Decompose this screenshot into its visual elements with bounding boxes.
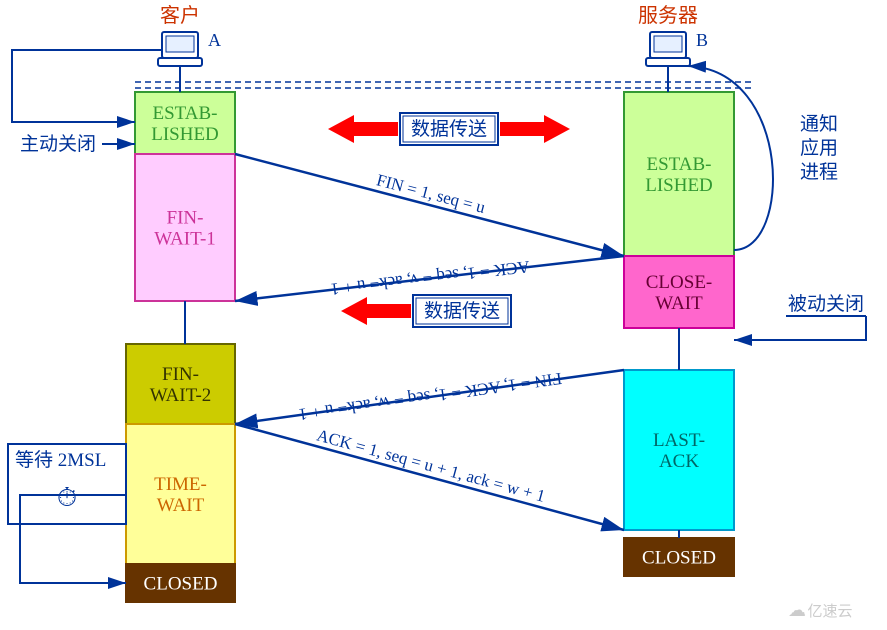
active-close-label: 主动关闭 — [20, 133, 96, 155]
banner-data1: 数据传送 — [400, 113, 498, 145]
notify-app-line-1: 应用 — [800, 137, 838, 159]
server-label: B — [696, 30, 708, 50]
state-estab: ESTAB-LISHED — [135, 92, 235, 154]
state-fin-wait-2-label-1: WAIT-2 — [150, 385, 212, 406]
state-estab-b: ESTAB-LISHED — [624, 92, 734, 256]
state-close-wait-label-1: WAIT — [655, 293, 703, 314]
state-closed-b-label-0: CLOSED — [642, 548, 716, 569]
notify-app-line-2: 进程 — [800, 161, 838, 183]
server-computer-icon — [646, 32, 690, 66]
state-last-ack: LAST-ACK — [624, 370, 734, 530]
clock-icon: ⏱ — [57, 483, 77, 512]
tcp-close-diagram: 客户服务器ABESTAB-LISHEDFIN-WAIT-1FIN-WAIT-2T… — [0, 0, 887, 630]
notify-app-line-0: 通知 — [800, 113, 838, 135]
state-estab-b-label-1: LISHED — [645, 175, 713, 196]
state-closed-a-label-0: CLOSED — [144, 574, 218, 595]
state-close-wait-label-0: CLOSE- — [646, 272, 713, 293]
client-label: A — [208, 30, 221, 50]
state-fin-wait-1: FIN-WAIT-1 — [135, 154, 235, 301]
state-close-wait: CLOSE-WAIT — [624, 256, 734, 328]
client-computer-icon — [158, 32, 202, 66]
state-fin-wait-2-label-0: FIN- — [162, 364, 199, 385]
banner-data2: 数据传送 — [413, 295, 511, 327]
banner-data1-text: 数据传送 — [411, 118, 487, 140]
state-closed-b: CLOSED — [624, 538, 734, 576]
server-title: 服务器 — [638, 4, 698, 27]
state-estab-label-1: LISHED — [151, 124, 219, 145]
client-title: 客户 — [160, 4, 200, 27]
state-time-wait-label-0: TIME- — [154, 474, 207, 495]
state-last-ack-label-1: ACK — [659, 451, 699, 472]
banner-data2-text: 数据传送 — [424, 300, 500, 322]
state-estab-label-0: ESTAB- — [153, 103, 218, 124]
wait-2msl-label: 等待 2MSL — [15, 449, 106, 471]
passive-close-label: 被动关闭 — [788, 293, 864, 315]
watermark-icon: ☁ — [788, 600, 806, 620]
state-fin-wait-1-label-1: WAIT-1 — [154, 229, 216, 250]
state-last-ack-label-0: LAST- — [653, 430, 705, 451]
state-time-wait: TIME-WAIT — [126, 424, 235, 564]
state-fin-wait-2: FIN-WAIT-2 — [126, 344, 235, 424]
state-time-wait-label-1: WAIT — [157, 495, 205, 516]
state-estab-b-label-0: ESTAB- — [647, 154, 712, 175]
state-fin-wait-1-label-0: FIN- — [167, 208, 204, 229]
state-closed-a: CLOSED — [126, 564, 235, 602]
watermark: 亿速云 — [807, 603, 852, 620]
